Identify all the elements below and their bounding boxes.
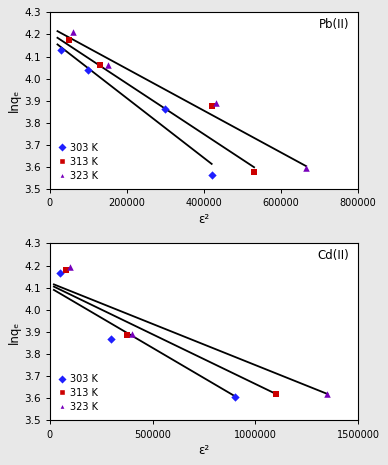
- Point: [129, 331, 135, 338]
- Y-axis label: lnqₑ: lnqₑ: [8, 320, 21, 344]
- Point: [209, 103, 215, 110]
- Point: [162, 105, 168, 113]
- Point: [104, 62, 111, 69]
- Y-axis label: lnqₑ: lnqₑ: [8, 89, 21, 113]
- Point: [85, 66, 92, 73]
- Point: [97, 62, 103, 69]
- Point: [273, 390, 279, 398]
- Legend: 303 K, 313 K, 323 K: 303 K, 313 K, 323 K: [55, 139, 102, 185]
- Text: Cd(II): Cd(II): [317, 249, 349, 262]
- Point: [57, 270, 63, 277]
- Point: [303, 165, 309, 172]
- X-axis label: ε²: ε²: [198, 213, 210, 226]
- X-axis label: ε²: ε²: [198, 444, 210, 457]
- Point: [209, 171, 215, 179]
- Point: [58, 46, 64, 53]
- Point: [67, 263, 73, 271]
- Point: [70, 28, 76, 36]
- Text: Pb(II): Pb(II): [319, 18, 349, 31]
- Point: [212, 100, 218, 107]
- Legend: 303 K, 313 K, 323 K: 303 K, 313 K, 323 K: [55, 370, 102, 416]
- Point: [251, 168, 257, 175]
- Point: [324, 390, 331, 398]
- Point: [63, 266, 69, 274]
- Point: [124, 332, 130, 339]
- Point: [108, 335, 114, 342]
- Point: [232, 393, 238, 401]
- Point: [66, 36, 72, 44]
